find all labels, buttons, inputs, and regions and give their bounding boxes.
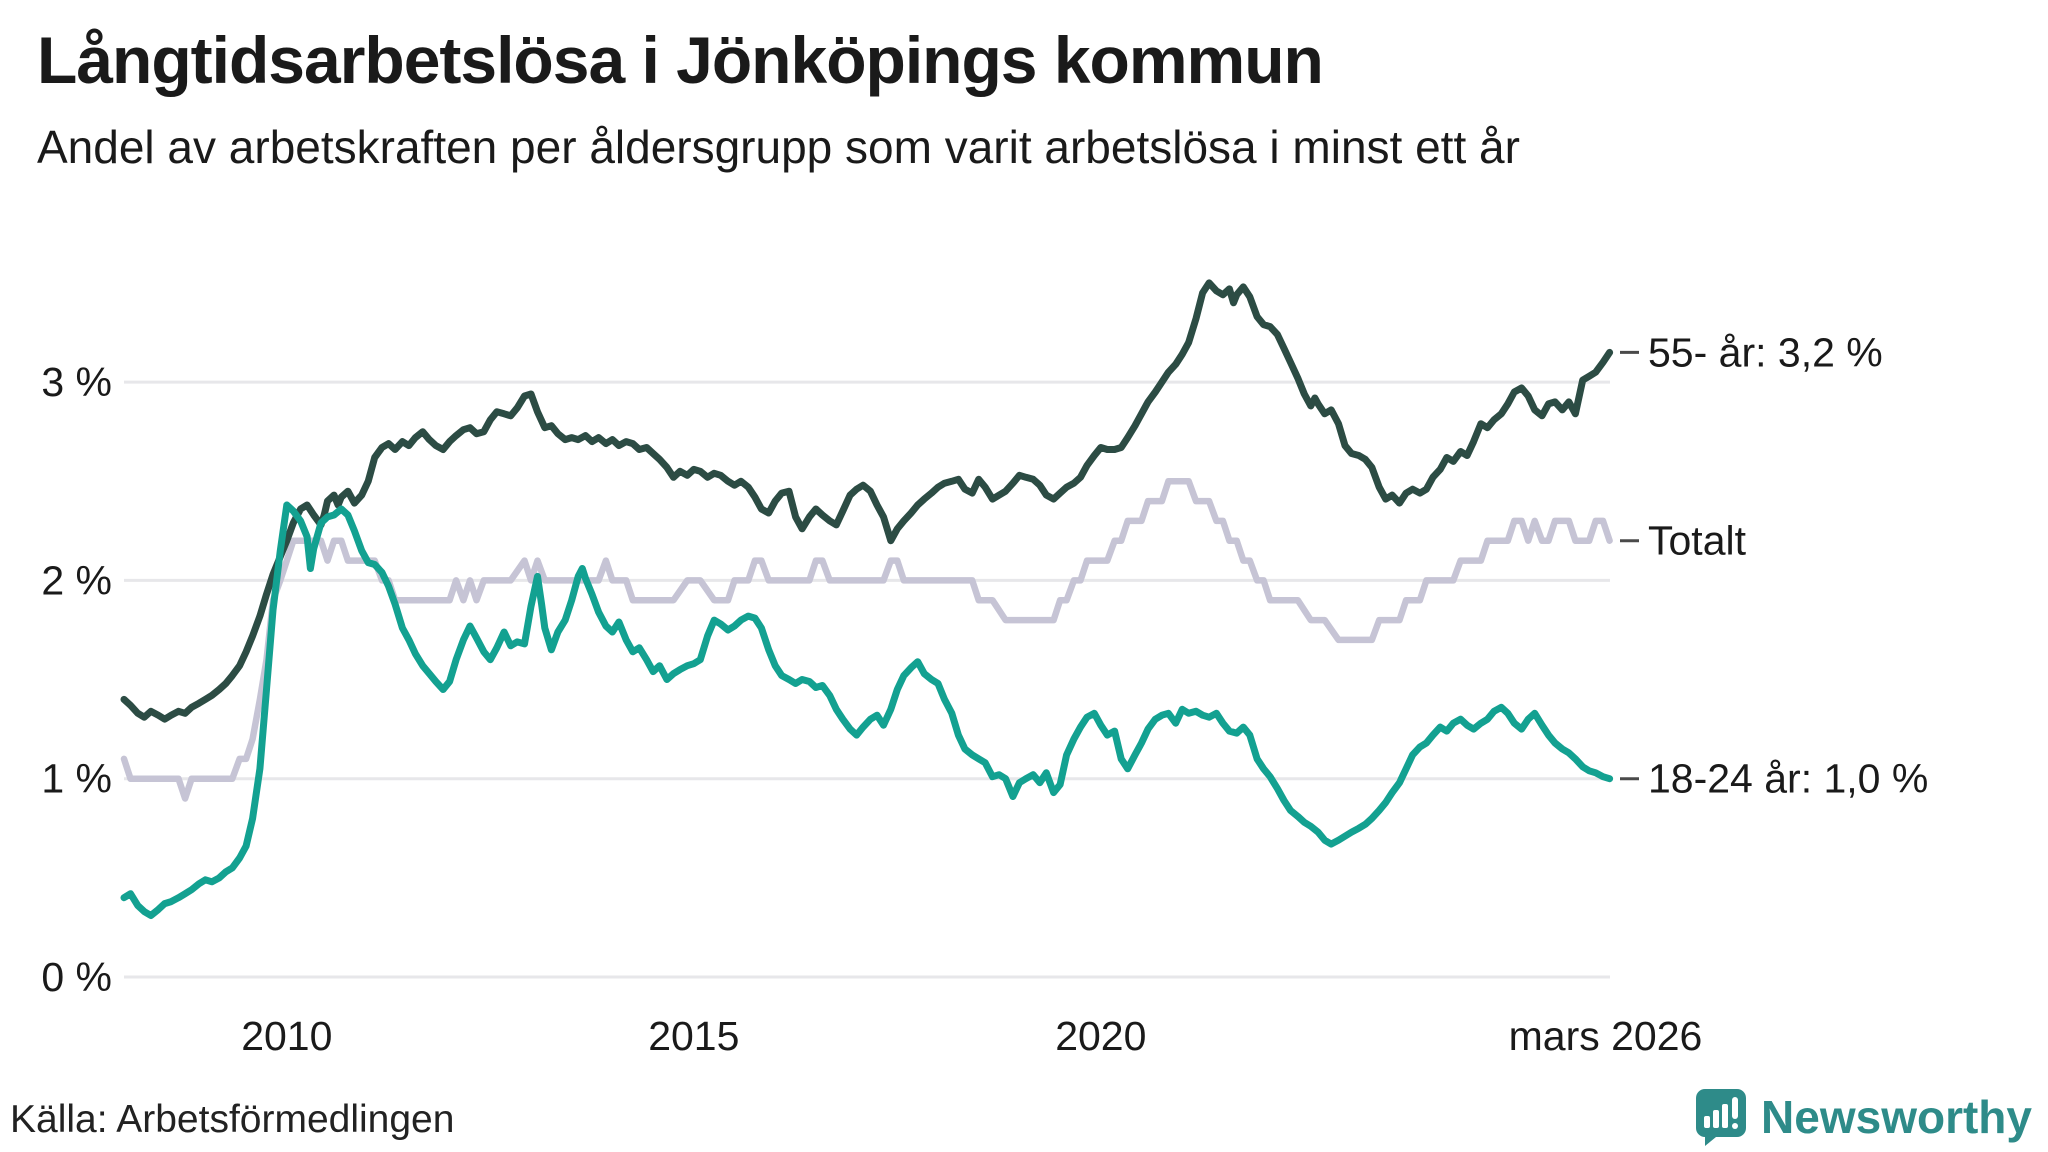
chart-subtitle: Andel av arbetskraften per åldersgrupp s… bbox=[37, 121, 1520, 173]
x-axis-label-mars-2026: mars 2026 bbox=[1509, 1013, 1703, 1059]
series-end-label-Totalt: Totalt bbox=[1648, 518, 1747, 564]
x-axis-label-2020: 2020 bbox=[1055, 1013, 1146, 1059]
newsworthy-bubble-icon bbox=[1696, 1089, 1747, 1146]
series-end-label-18-24-år: 18-24 år: 1,0 % bbox=[1648, 756, 1928, 802]
newsworthy-wordmark: Newsworthy bbox=[1761, 1091, 2032, 1143]
x-axis-label-2015: 2015 bbox=[648, 1013, 739, 1059]
x-axis-label-2010: 2010 bbox=[241, 1013, 332, 1059]
y-axis-label-2pct: 2 % bbox=[41, 557, 112, 603]
series-end-label-55--år: 55- år: 3,2 % bbox=[1648, 329, 1883, 375]
source-note: Källa: Arbetsförmedlingen bbox=[10, 1098, 455, 1141]
y-axis-label-1pct: 1 % bbox=[41, 756, 112, 802]
y-axis-label-0pct: 0 % bbox=[41, 954, 112, 1000]
y-axis-label-3pct: 3 % bbox=[41, 359, 112, 405]
series-line-18-24-år bbox=[120, 501, 1614, 919]
newsworthy-logo: Newsworthy bbox=[1695, 1086, 2032, 1148]
page-title: Långtidsarbetslösa i Jönköpings kommun bbox=[37, 23, 1324, 97]
series-line-55--år bbox=[120, 279, 1614, 723]
series-line-Totalt bbox=[120, 478, 1613, 802]
